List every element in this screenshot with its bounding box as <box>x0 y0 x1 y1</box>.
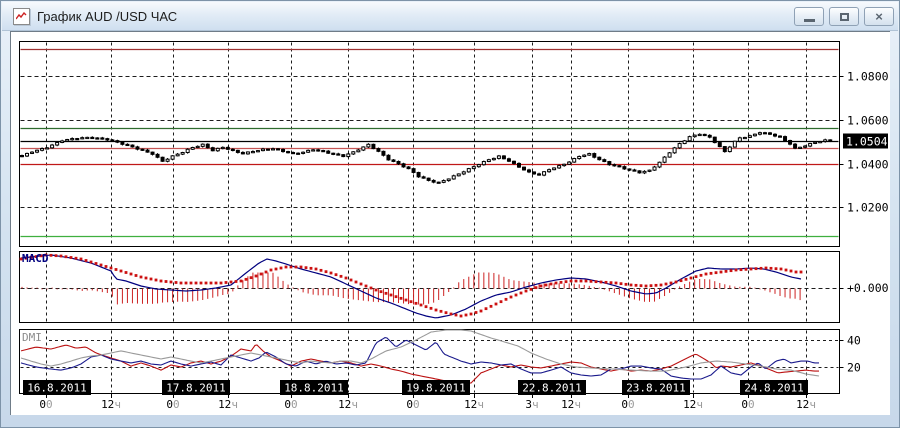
date-box <box>622 380 690 395</box>
price-axis-label: 1.0800 <box>847 70 889 84</box>
macd-line <box>20 254 802 319</box>
date-box <box>518 380 586 395</box>
time-label: 3ч <box>525 398 538 411</box>
macd-panel[interactable] <box>19 251 840 323</box>
time-label: 12ч <box>796 398 816 411</box>
date-label: 24.8.2011 <box>744 382 804 395</box>
time-label: 00 <box>166 398 179 411</box>
close-button[interactable]: × <box>864 7 894 26</box>
macd-zero-label: +0.000 <box>847 281 889 295</box>
horizontal-level-lines <box>20 48 839 238</box>
date-box <box>402 380 470 395</box>
time-label: 00 <box>621 398 634 411</box>
price-axis-label: 1.0200 <box>847 201 889 215</box>
svg-text:1.0504: 1.0504 <box>846 135 888 149</box>
date-label: 16.8.2011 <box>27 382 87 395</box>
date-box <box>280 380 348 395</box>
date-box <box>23 380 91 395</box>
time-label: 12ч <box>338 398 358 411</box>
time-label: 00 <box>741 398 754 411</box>
chart-client-area[interactable] <box>10 31 890 415</box>
di-plus-red-line <box>20 344 819 384</box>
main-price-panel[interactable] <box>19 41 840 247</box>
restore-button[interactable] <box>829 7 859 26</box>
macd-indicator <box>19 253 844 319</box>
di-minus-blue-line <box>20 337 819 380</box>
dmi-axis-label: 20 <box>847 361 861 375</box>
date-box <box>740 380 808 395</box>
date-box <box>162 380 230 395</box>
time-label: 12ч <box>561 398 581 411</box>
time-label: 12ч <box>464 398 484 411</box>
window-title: График AUD /USD ЧАС <box>37 8 178 24</box>
time-label: 12ч <box>101 398 121 411</box>
time-label: 00 <box>39 398 52 411</box>
dmi-axis-label: 40 <box>847 334 861 348</box>
time-label: 00 <box>406 398 419 411</box>
vertical-gridlines <box>46 42 807 398</box>
dmi-indicator: 40 20 <box>20 329 861 384</box>
candlestick-series[interactable] <box>20 131 833 184</box>
price-axis-label: 1.0600 <box>847 114 889 128</box>
minimize-button[interactable] <box>794 7 824 26</box>
dmi-panel-label: DMI <box>22 331 42 344</box>
chart-line-icon <box>13 7 30 25</box>
macd-panel-label: MACD <box>22 252 49 265</box>
time-label: 12ч <box>218 398 238 411</box>
time-label: 00 <box>284 398 297 411</box>
minimize-icon <box>803 19 815 22</box>
date-label: 23.8.2011 <box>626 382 686 395</box>
time-label: 12ч <box>683 398 703 411</box>
adx-gray-line <box>20 329 820 377</box>
title-bar[interactable]: График AUD /USD ЧАС × <box>2 2 898 31</box>
close-icon: × <box>875 9 883 24</box>
restore-icon <box>839 12 849 21</box>
date-label: 17.8.2011 <box>166 382 226 395</box>
date-label: 22.8.2011 <box>522 382 582 395</box>
current-price-badge: 1.0504 <box>843 133 888 149</box>
price-axis-label: 1.0400 <box>847 158 889 172</box>
date-label: 19.8.2011 <box>406 382 466 395</box>
date-label: 18.8.2011 <box>284 382 344 395</box>
x-axis: 16.8.2011 17.8.2011 18.8.2011 19.8.2011 22.8… <box>23 380 816 411</box>
